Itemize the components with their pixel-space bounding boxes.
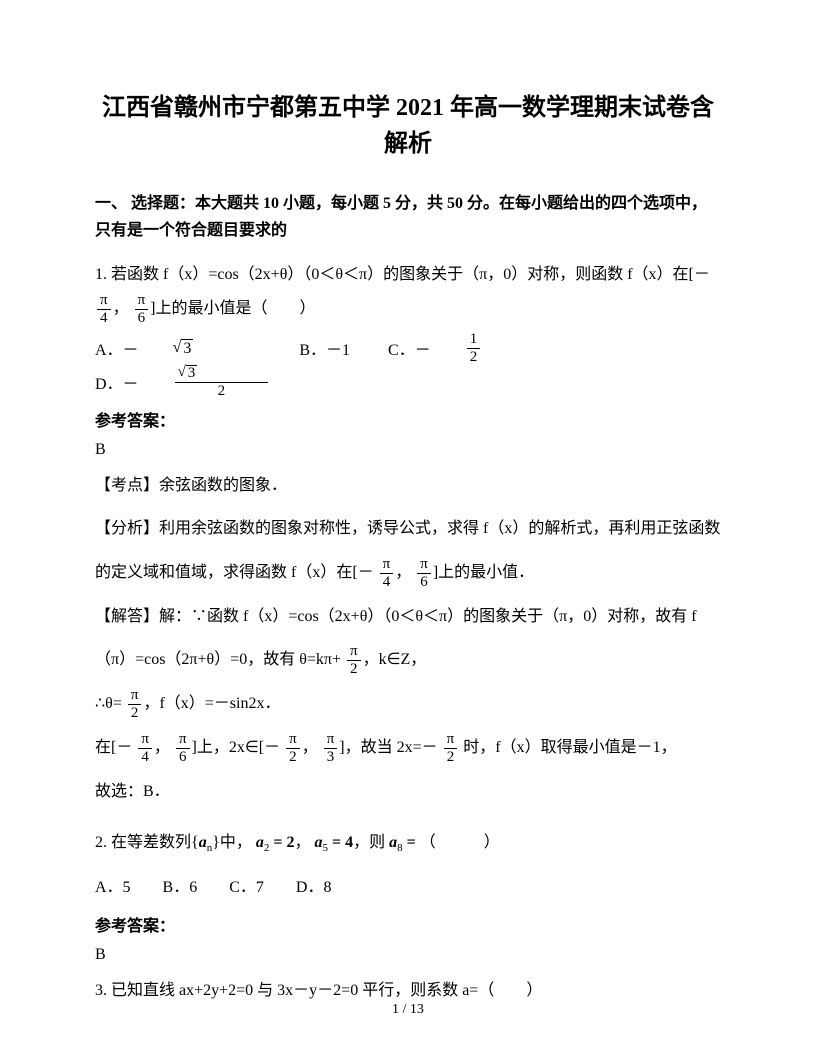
- question-1: 1. 若函数 f（x）=cos（2x+θ）（0＜θ＜π）的图象关于（π，0）对称…: [95, 258, 721, 325]
- page-footer: 1 / 13: [0, 1002, 816, 1018]
- q1-options: A．－3 B．－1 C．－12 D．－32: [95, 332, 721, 399]
- q1-fenxi-2: 的定义域和值域，求得函数 f（x）在[－ π4， π6]上的最小值．: [95, 556, 721, 590]
- q1-answer-label: 参考答案：: [95, 407, 721, 431]
- q1-jieda-2: （π）=cos（2π+θ）=0，故有 θ=kπ+ π2，k∈Z，: [95, 643, 721, 677]
- q1-fenxi-1: 【分析】利用余弦函数的图象对称性，诱导公式，求得 f（x）的解析式，再利用正弦函…: [95, 512, 721, 546]
- q1-jieda-5: 故选：B．: [95, 775, 721, 809]
- q1-jieda-4: 在[－ π4， π6]上，2x∈[－ π2， π3]，故当 2x=－ π2 时，…: [95, 731, 721, 765]
- q1-opt-d: D．－32: [95, 365, 336, 399]
- section-1-heading: 一、 选择题：本大题共 10 小题，每小题 5 分，共 50 分。在每小题给出的…: [95, 190, 721, 244]
- q2-answer-label: 参考答案：: [95, 912, 721, 936]
- q1-jieda-1: 【解答】解：∵函数 f（x）=cos（2x+θ）（0＜θ＜π）的图象关于（π，0…: [95, 600, 721, 634]
- q1-opt-a: A．－3: [95, 336, 261, 360]
- q2-answer: B: [95, 946, 721, 964]
- q1-stem-b: ]上的最小值是（ ）: [150, 300, 315, 317]
- q1-kaodian: 【考点】余弦函数的图象．: [95, 469, 721, 503]
- q1-opt-c: C．－12: [388, 332, 548, 365]
- frac-pi-6: π6: [135, 293, 149, 326]
- q1-opt-b: B．－1: [299, 336, 350, 360]
- q1-answer: B: [95, 441, 721, 459]
- q1-jieda-3: ∴θ= π2，f（x）=－sin2x．: [95, 687, 721, 721]
- frac-pi-4: π4: [97, 293, 111, 326]
- q1-stem-a: 1. 若函数 f（x）=cos（2x+θ）（0＜θ＜π）的图象关于（π，0）对称…: [95, 266, 710, 283]
- question-2: 2. 在等差数列{an}中， a2 = 2， a5 = 4，则 a8 = （ ）: [95, 826, 721, 860]
- page-title: 江西省赣州市宁都第五中学 2021 年高一数学理期末试卷含解析: [95, 90, 721, 162]
- q2-options: A．5 B．6 C．7 D．8: [95, 871, 721, 905]
